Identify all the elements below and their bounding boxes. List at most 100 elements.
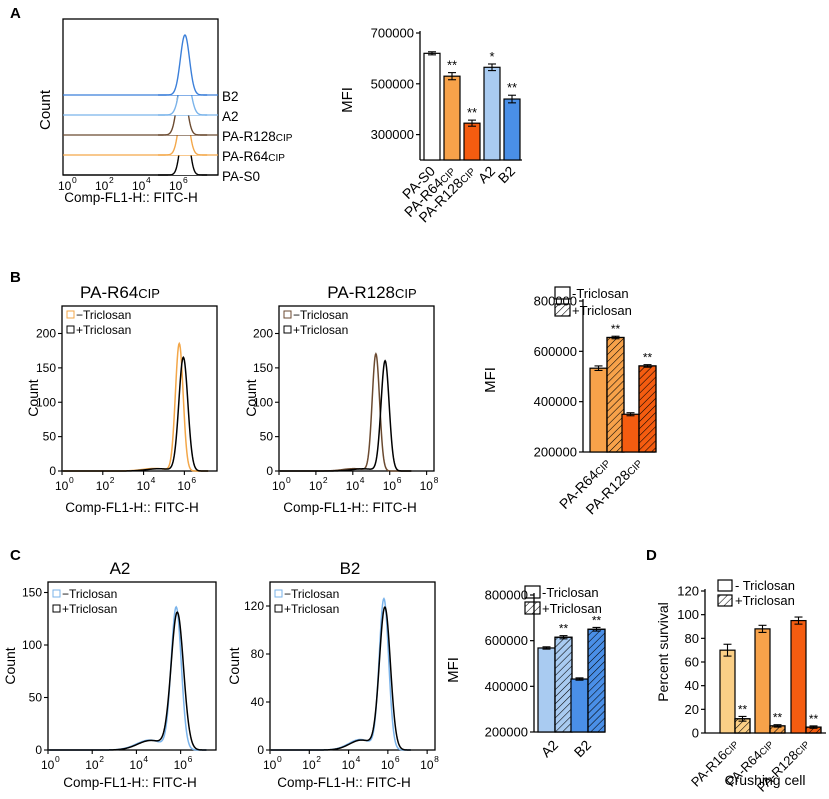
histogram-curve-minus (270, 597, 411, 751)
legend-swatch-minus (524, 585, 541, 599)
bar-PA-S0 (423, 52, 441, 161)
y-tick-label: 600000 (534, 344, 577, 359)
panel-c-hist2-plot (270, 597, 411, 751)
y-tick-label: 50 (43, 430, 57, 444)
panel-b-hist2-frame (278, 305, 435, 472)
x-tick-base: 10 (383, 479, 397, 493)
x-tick-exp: 4 (151, 475, 156, 485)
bar-A2 (483, 66, 501, 161)
legend-label-plus: +Triclosan (542, 601, 602, 616)
panel-b-hist2-title: PA-R128CIP (327, 283, 416, 302)
xtick-base: 10 (132, 179, 146, 193)
panel-b-label: B (10, 269, 21, 286)
y-tick-label: 200 (36, 327, 56, 341)
panel-c-hist2-title: B2 (340, 559, 361, 578)
track-mask (158, 35, 208, 95)
significance-mark: ** (447, 58, 457, 73)
legend-label-minus: −Triclosan (284, 587, 339, 601)
legend-swatch-plus (717, 594, 733, 607)
bar-hatch (587, 628, 606, 733)
x-tick-base: 10 (420, 479, 434, 493)
panel-c-hist2-legend: −Triclosan +Triclosan (274, 587, 339, 616)
panel-b-hist-r128: PA-R128CIP −Triclosan +Triclosan Count C… (243, 283, 439, 515)
significance-mark: ** (773, 711, 783, 725)
panel-b-hist1-ylabel: Count (25, 379, 41, 416)
y-tick-label: 500000 (371, 76, 414, 91)
panel-a-label: A (10, 5, 21, 22)
panel-b-hist2-legend: −Triclosan +Triclosan (283, 308, 348, 337)
panel-c-hist2-xlabel: Comp-FL1-H:: FITC-H (277, 775, 411, 790)
x-tick-exp: 6 (397, 475, 402, 485)
y-tick-label: 150 (22, 586, 42, 600)
legend-label-minus: −Triclosan (62, 587, 117, 601)
panel-c-label: C (10, 547, 21, 564)
panel-b-hist1-plot (63, 341, 209, 472)
x-tick-base: 10 (272, 479, 286, 493)
y-tick-label: 600000 (485, 633, 528, 648)
y-tick-label: 20 (685, 702, 699, 717)
x-tick-exp: 2 (323, 475, 328, 485)
x-tick-exp: 4 (143, 754, 148, 764)
histogram-curve-plus (279, 359, 412, 472)
legend-label-plus: +Triclosan (62, 602, 117, 616)
significance-mark: * (489, 49, 494, 64)
x-tick-base: 10 (55, 479, 69, 493)
legend-swatch-minus (283, 310, 292, 319)
x-tick-exp: 0 (55, 754, 60, 764)
legend-label-plus: +Triclosan (76, 323, 131, 337)
x-tick-base: 10 (420, 758, 434, 772)
panel-a-bar-ylabel: MFI (339, 87, 356, 113)
x-tick-exp: 4 (356, 754, 361, 764)
panel-c-hist1-yticks: 0 50 100 150 (22, 586, 48, 757)
xtick-exp: 4 (146, 175, 151, 185)
bar-PA-R128-minus (790, 619, 807, 734)
panel-c-hist2-xticks: 10 0 10 2 10 4 10 6 10 8 (263, 750, 439, 772)
track-label-r128: PA-R128CIP (222, 129, 293, 144)
bar-hatch (638, 365, 657, 453)
y-tick-label: 100 (22, 638, 42, 652)
histogram-curve-plus (63, 355, 209, 472)
panel-c-hist1-xlabel: Comp-FL1-H:: FITC-H (63, 775, 197, 790)
panel-b-hist1-xticks: 10 0 10 2 10 4 10 6 (55, 471, 196, 493)
panel-c-bar-ylabel: MFI (445, 657, 462, 683)
y-tick-label: 200000 (534, 445, 577, 460)
panel-a-bar-plot: 700000500000300000PA-S0**PA-R64CIP**PA-R… (371, 26, 522, 225)
bar-PA-R128-minus (621, 413, 640, 453)
legend-swatch-minus (554, 286, 571, 300)
panel-c-hist1-title: A2 (110, 559, 131, 578)
panel-b-hist2-xlabel: Comp-FL1-H:: FITC-H (283, 500, 417, 515)
y-tick-label: 700000 (371, 26, 414, 41)
panel-b-hist2-plot (279, 352, 412, 472)
significance-mark: ** (611, 322, 621, 336)
y-tick-label: 0 (266, 464, 273, 478)
x-category-label: B2 (571, 737, 595, 761)
panel-b-hist2-xticks: 10 0 10 2 10 4 10 6 10 8 (272, 471, 439, 493)
y-tick-label: 120 (677, 584, 699, 599)
x-tick-exp: 0 (286, 475, 291, 485)
x-tick-exp: 2 (316, 754, 321, 764)
x-tick-base: 10 (263, 758, 277, 772)
y-tick-label: 80 (685, 631, 699, 646)
x-tick-base: 10 (174, 758, 188, 772)
panel-a: A Count Comp-FL1-H:: FITC-H 10 0 10 2 10… (10, 5, 522, 225)
y-tick-label: 0 (35, 743, 42, 757)
x-tick-base: 10 (381, 758, 395, 772)
panel-b-hist2-yticks: 0 50 100 150 200 (253, 327, 279, 478)
y-tick-label: 0 (49, 464, 56, 478)
histogram-curve-minus (63, 341, 209, 472)
panel-c-hist1-xticks: 10 0 10 2 10 4 10 6 (41, 750, 193, 772)
panel-c-hist2-frame (269, 581, 436, 751)
panel-a-xtick-3: 10 6 (169, 175, 188, 193)
xtick-base: 10 (58, 179, 72, 193)
x-tick-exp: 6 (395, 754, 400, 764)
panel-d-label: D (646, 547, 657, 564)
significance-mark: ** (809, 712, 819, 726)
panel-b-hist2-ylabel: Count (243, 379, 259, 416)
y-tick-label: 40 (251, 695, 265, 709)
x-category-label: A2 (538, 737, 562, 761)
legend-swatch-plus (274, 604, 283, 613)
bar-PA-R16-minus (719, 649, 736, 734)
histogram-curve-plus (49, 611, 207, 751)
y-tick-label: 200 (253, 327, 273, 341)
